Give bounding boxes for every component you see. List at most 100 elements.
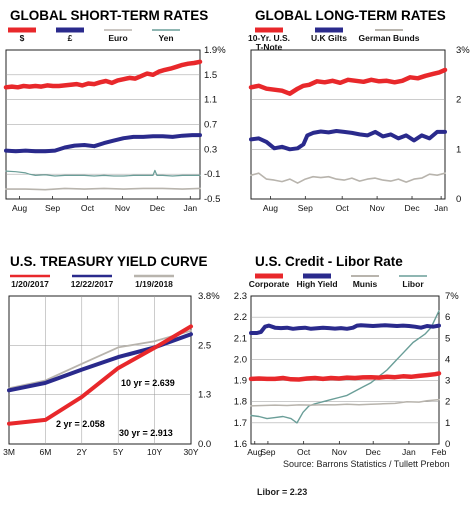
series-line-u-k-gilts: [249, 129, 447, 152]
short-term-rates-panel: GLOBAL SHORT-TERM RATES $ £ Euro Yen 1.9% 1.…: [0, 0, 237, 225]
y-tick-label: -0.5: [204, 194, 220, 205]
y-tick-label: 1.5: [204, 70, 217, 81]
right-y-tick-label: 4: [445, 354, 450, 365]
x-tick-label: Jan: [434, 203, 448, 213]
legend-label-: $: [20, 33, 25, 43]
series-line-munis: [250, 398, 440, 407]
long-term-rates-panel: GLOBAL LONG-TERM RATES 10-Yr. U.S. T-Note…: [237, 0, 474, 225]
series-line-high-yield: [249, 323, 441, 335]
y-tick-labels: 3.8% 2.5 1.3 0.0: [198, 291, 220, 450]
x-tick-label: Jan: [402, 447, 416, 457]
chart-legend: 10-Yr. U.S.T-Note U.K Gilts German Bunds: [248, 27, 420, 52]
x-tick-label: 5Y: [113, 447, 124, 457]
left-y-tick-label: 1.6: [234, 439, 247, 450]
right-y-tick-label: 0: [445, 439, 450, 450]
right-y-tick-label: 5: [445, 333, 450, 344]
y-tick-label: -0.1: [204, 169, 220, 180]
y-tick-label: 0: [456, 194, 461, 205]
y-tick-labels: 1.9% 1.5 1.1 0.7 0.3 -0.1 -0.5: [204, 45, 226, 205]
series-line-libor: [250, 310, 440, 424]
x-tick-label: Sep: [260, 447, 275, 457]
x-tick-label: Oct: [297, 447, 311, 457]
x-tick-label: 2Y: [77, 447, 88, 457]
legend-label-euro: Euro: [108, 33, 127, 43]
y-tick-label: 1.9%: [204, 45, 226, 56]
left-y-tick-label: 1.7: [234, 418, 247, 429]
left-y-tick-labels: 2.3 2.2 2.1 2.0 1.9 1.8 1.7 1.6: [234, 291, 247, 450]
x-tick-label: Oct: [81, 203, 95, 213]
chart-title: U.S. TREASURY YIELD CURVE: [10, 254, 208, 269]
right-y-tick-label: 3: [445, 376, 450, 387]
x-tick-label: Aug: [12, 203, 27, 213]
y-tick-label: 3%: [456, 45, 470, 56]
grid-lines: [6, 74, 200, 175]
x-tick-label: Nov: [332, 447, 348, 457]
legend-label-12-22-2017: 12/22/2017: [71, 279, 114, 289]
legend-label-yen: Yen: [158, 33, 173, 43]
x-tick-label: Sep: [298, 203, 313, 213]
x-tick-label: Oct: [336, 203, 350, 213]
legend-label-corporate: Corporate: [249, 279, 290, 289]
legend-label-10-yr-u-s-t-note: 10-Yr. U.S.: [248, 33, 290, 43]
plot-frame: [8, 295, 192, 445]
chart-title: GLOBAL LONG-TERM RATES: [255, 8, 446, 23]
left-y-tick-label: 1.8: [234, 397, 247, 408]
plot-frame: [250, 295, 440, 445]
long-term-rates-chart: GLOBAL LONG-TERM RATES 10-Yr. U.S.T-Note…: [248, 8, 470, 213]
x-tick-label: 30Y: [183, 447, 198, 457]
right-y-tick-label: 1: [445, 418, 450, 429]
x-tick-label: Aug: [247, 447, 262, 457]
legend-label-high-yield: High Yield: [296, 279, 337, 289]
right-y-tick-label: 6: [445, 312, 450, 323]
y-tick-label: 0.0: [198, 439, 211, 450]
credit-libor-chart: U.S. Credit - Libor Rate Corporate High Y…: [234, 254, 460, 457]
x-tick-label: 6M: [39, 447, 51, 457]
x-tick-label: Feb: [432, 447, 447, 457]
series-line-: [3, 59, 203, 90]
x-tick-label: Nov: [370, 203, 386, 213]
series-line-10-yr-u-s-t-note: [248, 67, 448, 96]
right-y-tick-label: 2: [445, 397, 450, 408]
series-line-euro: [5, 187, 201, 191]
y-tick-label: 0.7: [204, 120, 217, 131]
grid-lines: [251, 99, 445, 150]
y-tick-label: 1: [456, 144, 461, 155]
chart-legend: 1/20/2017 12/22/2017 1/19/2018: [10, 274, 174, 289]
legend-label-10-yr-u-s-t-note: T-Note: [256, 42, 283, 52]
series-line-1-20-2017: [7, 324, 193, 426]
grid-lines: [251, 316, 439, 424]
annotation-two-year: 2 yr = 2.058: [56, 419, 105, 429]
x-tick-label: 3M: [3, 447, 15, 457]
series-line-german-bunds: [250, 172, 446, 184]
x-tick-label: Dec: [404, 203, 420, 213]
legend-label-u-k-gilts: U.K Gilts: [311, 33, 347, 43]
series-line-yen: [5, 169, 201, 177]
series-lines: [7, 324, 193, 426]
short-term-rates-chart: GLOBAL SHORT-TERM RATES $ £ Euro Yen 1.9%1.…: [3, 8, 226, 213]
annotation-thirty-year: 30 yr = 2.913: [119, 428, 173, 438]
series-lines: [3, 59, 203, 191]
right-y-tick-label: 7%: [445, 291, 459, 302]
legend-label-1-19-2018: 1/19/2018: [135, 279, 173, 289]
plot-frame: [250, 49, 446, 200]
chart-legend: Corporate High Yield Munis Libor: [249, 273, 427, 289]
x-tick-label: Nov: [115, 203, 131, 213]
left-y-tick-label: 2.1: [234, 333, 247, 344]
legend-label-german-bunds: German Bunds: [359, 33, 420, 43]
y-tick-label: 3.8%: [198, 291, 220, 302]
credit-libor-panel: U.S. Credit - Libor Rate Corporate High Y…: [234, 248, 474, 463]
x-tick-label: Dec: [366, 447, 382, 457]
chart-title: U.S. Credit - Libor Rate: [255, 254, 403, 269]
yield-curve-panel: U.S. TREASURY YIELD CURVE 1/20/2017 12/22…: [0, 248, 237, 463]
x-tick-labels: 3M 6M 2Y 5Y 10Y 30Y: [3, 447, 199, 457]
x-tick-label: Sep: [45, 203, 60, 213]
y-tick-label: 2: [456, 95, 461, 106]
left-y-tick-label: 2.2: [234, 312, 247, 323]
x-tick-label: Aug: [263, 203, 278, 213]
x-tick-label: 10Y: [147, 447, 162, 457]
right-y-tick-labels: 7% 6 5 4 3 2 1 0: [445, 291, 459, 450]
legend-label-munis: Munis: [353, 279, 378, 289]
series-line-1-19-2018: [8, 329, 192, 390]
series-lines: [248, 310, 442, 424]
